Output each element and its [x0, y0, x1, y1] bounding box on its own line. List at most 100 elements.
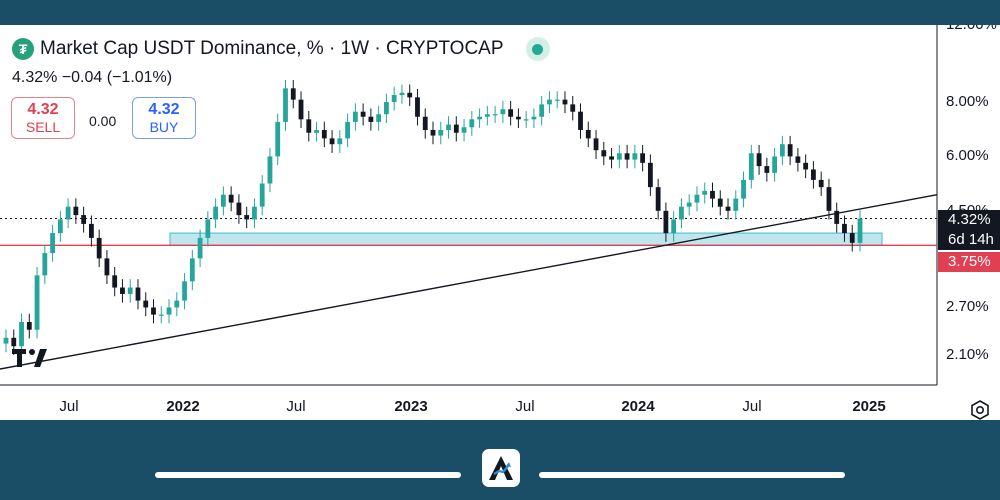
current-price-tag: 4.32%: [938, 210, 1000, 230]
candle-body: [717, 198, 723, 207]
candle-body: [803, 162, 809, 170]
decorative-bar-left: [155, 472, 461, 478]
candle: [368, 108, 374, 131]
candle-body: [570, 104, 576, 112]
candle: [267, 148, 273, 193]
symbol-title[interactable]: Market Cap USDT Dominance, % · 1W · CRYP…: [40, 38, 504, 59]
time-tick-label: Jul: [286, 398, 306, 415]
candle-body: [438, 129, 444, 136]
candle: [484, 105, 490, 126]
candle: [81, 206, 87, 233]
candlestick-chart[interactable]: [0, 25, 1000, 420]
candle: [399, 84, 405, 104]
candle: [42, 244, 48, 285]
candle: [259, 175, 265, 216]
candle-body: [461, 127, 467, 133]
candle: [741, 171, 746, 208]
candle: [104, 250, 110, 285]
candle: [547, 91, 552, 114]
candle-body: [772, 156, 778, 173]
candle: [228, 186, 234, 212]
candle: [174, 292, 180, 317]
candle: [531, 108, 537, 129]
candle: [57, 211, 63, 242]
candle-body: [686, 202, 692, 207]
candle: [826, 178, 832, 220]
chart-panel[interactable]: ₮ Market Cap USDT Dominance, % · 1W · CR…: [0, 25, 1000, 420]
candle: [391, 86, 397, 111]
candle-body: [306, 119, 312, 133]
time-tick-label: 2025: [852, 398, 886, 415]
candle: [151, 299, 156, 324]
candle-body: [298, 99, 304, 120]
candle-body: [531, 116, 537, 120]
chart-title-row: ₮ Market Cap USDT Dominance, % · 1W · CR…: [12, 37, 550, 61]
candle: [818, 171, 824, 196]
candle: [453, 116, 459, 142]
candle-body: [112, 275, 118, 288]
market-status-icon[interactable]: [525, 37, 550, 61]
candle-body: [376, 114, 382, 122]
time-tick-label: Jul: [742, 398, 762, 415]
candle: [679, 198, 684, 229]
candle: [438, 121, 444, 145]
candle: [492, 105, 498, 123]
candle: [135, 279, 141, 310]
candle: [96, 229, 102, 268]
candle: [26, 313, 32, 339]
price-change: 4.32% −0.04 (−1.01%): [12, 69, 173, 86]
candle-body: [391, 95, 397, 102]
candle: [570, 96, 576, 121]
candle: [197, 229, 203, 268]
candle: [422, 108, 428, 139]
candle-body: [252, 206, 257, 220]
candle-body: [42, 253, 48, 276]
candle-body: [329, 138, 335, 145]
brand-logo-icon: [482, 449, 520, 487]
candle: [585, 121, 591, 148]
candle: [725, 198, 731, 220]
price-tick-label: 8.00%: [946, 93, 989, 110]
sell-button[interactable]: 4.32 SELL: [11, 97, 75, 139]
support-zone: [169, 232, 883, 246]
candle: [842, 215, 847, 242]
candle-body: [710, 190, 715, 199]
candle-body: [158, 314, 164, 316]
candle-body: [601, 150, 607, 157]
candle-body: [500, 109, 506, 115]
candle-body: [562, 99, 568, 105]
candle-body: [593, 138, 599, 151]
candle-body: [236, 202, 242, 216]
candle: [686, 194, 692, 216]
candle-body: [725, 206, 731, 211]
settings-gear-icon[interactable]: [968, 398, 992, 420]
candle-body: [275, 121, 281, 157]
candle-body: [826, 187, 832, 211]
candle-body: [477, 116, 482, 120]
candle-body: [220, 194, 226, 207]
buy-button[interactable]: 4.32 BUY: [132, 97, 196, 139]
candle: [554, 91, 560, 109]
candle: [795, 148, 801, 172]
candle-body: [842, 223, 847, 234]
candle: [158, 306, 164, 324]
candle-body: [345, 121, 351, 139]
candle: [205, 211, 211, 247]
candle-body: [779, 144, 785, 157]
candle: [290, 79, 296, 109]
candle-body: [26, 322, 32, 330]
candle: [50, 224, 55, 262]
candle-body: [65, 206, 71, 220]
candle: [321, 121, 327, 148]
candle-body: [609, 156, 614, 160]
candle-body: [857, 218, 863, 243]
candle: [710, 182, 715, 208]
candle-body: [756, 153, 762, 167]
candle-body: [671, 219, 677, 234]
time-tick-label: Jul: [515, 398, 535, 415]
candle-body: [663, 210, 669, 234]
candle: [182, 273, 187, 310]
candle-body: [267, 156, 273, 184]
candle-body: [314, 129, 319, 133]
candle-body: [81, 215, 87, 224]
